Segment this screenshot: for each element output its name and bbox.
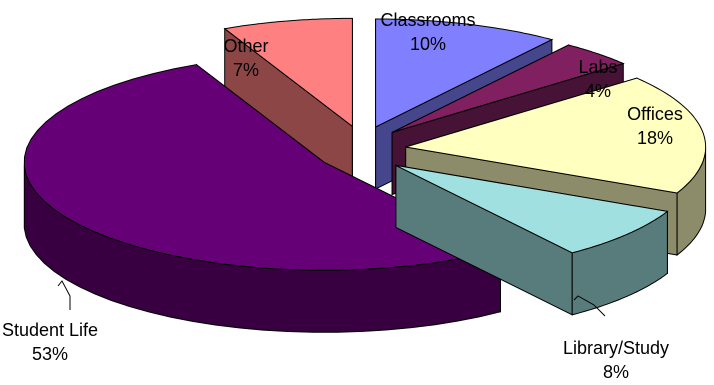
slice-label-other-percent: 7% bbox=[233, 60, 259, 80]
pie-slice-student-life-top bbox=[23, 64, 502, 271]
pie-slice-classrooms-top bbox=[375, 18, 554, 128]
slice-label-other-name: Other bbox=[223, 36, 268, 56]
slice-label-library-study-name: Library/Study bbox=[563, 338, 669, 358]
slice-label-student-life-name: Student Life bbox=[2, 320, 98, 340]
slice-label-library-study-leader-line bbox=[573, 295, 606, 317]
pie-slice-other bbox=[223, 17, 353, 190]
slice-label-classrooms-percent: 10% bbox=[410, 34, 446, 54]
slice-label-classrooms-name: Classrooms bbox=[380, 10, 475, 30]
pie-slice-library-study-top bbox=[395, 164, 669, 254]
slice-label-offices-name: Offices bbox=[627, 104, 683, 124]
slice-label-student-life-leader-line bbox=[57, 280, 71, 310]
pie-labels: Classrooms 10% Labs 4% Offices 18% Library/Stu… bbox=[2, 10, 683, 382]
slice-label-labs-name: Labs bbox=[578, 57, 617, 77]
slice-label-labs-percent: 4% bbox=[585, 81, 611, 101]
pie-slice-other-top bbox=[223, 17, 353, 128]
slice-label-offices-percent: 18% bbox=[637, 128, 673, 148]
pie-slices bbox=[23, 17, 707, 333]
slice-label-student-life-percent: 53% bbox=[32, 344, 68, 364]
pie-slice-student-life bbox=[23, 63, 502, 333]
pie-slice-offices-top bbox=[405, 77, 707, 194]
pie-slice-labs-top bbox=[391, 44, 625, 133]
pie-slice-library-study bbox=[395, 164, 669, 316]
slice-label-library-study-percent: 8% bbox=[603, 362, 629, 382]
